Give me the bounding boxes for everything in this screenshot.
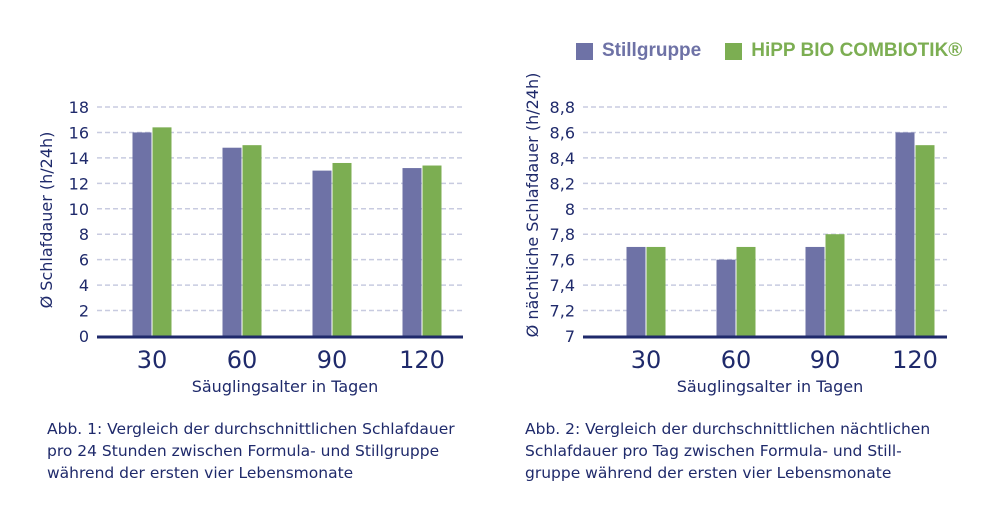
y-tick-label: 8,4	[550, 149, 575, 168]
y-tick-label: 8,2	[550, 174, 575, 193]
caption-line: Abb. 1: Vergleich der durchschnittlichen…	[47, 420, 455, 438]
x-axis-label: Säuglingsalter in Tagen	[192, 377, 379, 396]
legend-label-combiotik: HiPP BIO COMBIOTIK®	[751, 40, 963, 61]
bar-stillgruppe-120	[895, 132, 915, 336]
y-tick-label: 7,8	[550, 225, 575, 244]
figure-1-caption: Abb. 1: Vergleich der durchschnittlichen…	[47, 418, 487, 484]
bar-combiotik-120	[915, 145, 935, 336]
x-tick-label: 120	[892, 346, 938, 374]
bar-combiotik-30	[152, 127, 172, 336]
bar-combiotik-120	[422, 165, 442, 336]
x-axis-label: Säuglingsalter in Tagen	[677, 377, 864, 396]
y-tick-label: 8	[79, 225, 89, 244]
caption-line: Abb. 2: Vergleich der durchschnittlichen…	[525, 420, 931, 438]
chart-2: 7 7,2 7,4 7,6 7,8 8 8,2 8,4 8,6 8,8 30 60 90 120 Säugl…	[523, 73, 947, 396]
caption-line: pro 24 Stunden zwischen Formula- und Sti…	[47, 442, 440, 460]
x-tick-label: 90	[317, 346, 348, 374]
y-tick-label: 4	[79, 276, 89, 295]
bar-stillgruppe-90	[805, 246, 825, 336]
y-tick-label: 8,8	[550, 98, 575, 117]
y-tick-label: 7,4	[550, 276, 575, 295]
y-tick-label: 12	[69, 174, 89, 193]
bar-combiotik-90	[825, 234, 845, 336]
bar-stillgruppe-30	[132, 132, 152, 336]
legend-swatch-combiotik	[725, 42, 743, 60]
y-tick-label: 6	[79, 251, 89, 270]
bar-stillgruppe-60	[716, 259, 736, 336]
figure-2-caption: Abb. 2: Vergleich der durchschnittlichen…	[525, 418, 985, 484]
x-tick-label: 120	[399, 346, 445, 374]
bar-combiotik-60	[242, 145, 262, 336]
caption-line: Schlafdauer pro Tag zwischen Formula- un…	[525, 442, 902, 460]
bar-combiotik-60	[736, 246, 756, 336]
y-tick-label: 2	[79, 302, 89, 321]
y-tick-label: 8,6	[550, 123, 575, 142]
y-tick-label: 16	[69, 123, 89, 142]
caption-line: während der ersten vier Lebensmonate	[47, 464, 354, 482]
chart-1: 0 2 4 6 8 10 12 14 16 18 30 60 90 120 Säuglingsalter i…	[37, 98, 463, 396]
bar-stillgruppe-90	[312, 170, 332, 336]
x-tick-label: 30	[631, 346, 662, 374]
y-tick-label: 10	[69, 200, 89, 219]
y-tick-label: 8	[565, 200, 575, 219]
x-tick-label: 60	[721, 346, 752, 374]
bar-stillgruppe-30	[626, 246, 646, 336]
bar-combiotik-90	[332, 162, 352, 336]
legend-swatch-stillgruppe	[576, 42, 593, 60]
legend-item-stillgruppe: Stillgruppe	[576, 40, 701, 62]
y-tick-label: 14	[69, 149, 89, 168]
x-tick-label: 30	[137, 346, 168, 374]
legend: Stillgruppe HiPP BIO COMBIOTIK®	[576, 40, 986, 62]
bar-stillgruppe-120	[402, 168, 422, 336]
y-tick-label: 18	[69, 98, 89, 117]
y-tick-label: 7,6	[550, 251, 575, 270]
x-tick-label: 90	[810, 346, 841, 374]
bar-stillgruppe-60	[222, 147, 242, 336]
y-axis-label: Ø nächtliche Schlafdauer (h/24h)	[523, 73, 542, 338]
y-tick-label: 7,2	[550, 302, 575, 321]
legend-label-stillgruppe: Stillgruppe	[602, 40, 702, 61]
y-tick-label: 7	[565, 327, 575, 346]
bar-combiotik-30	[646, 246, 666, 336]
y-axis-label: Ø Schlafdauer (h/24h)	[37, 132, 56, 309]
x-tick-label: 60	[227, 346, 258, 374]
y-tick-label: 0	[79, 327, 89, 346]
caption-line: gruppe während der ersten vier Lebensmon…	[525, 464, 892, 482]
legend-item-combiotik: HiPP BIO COMBIOTIK®	[725, 40, 962, 62]
